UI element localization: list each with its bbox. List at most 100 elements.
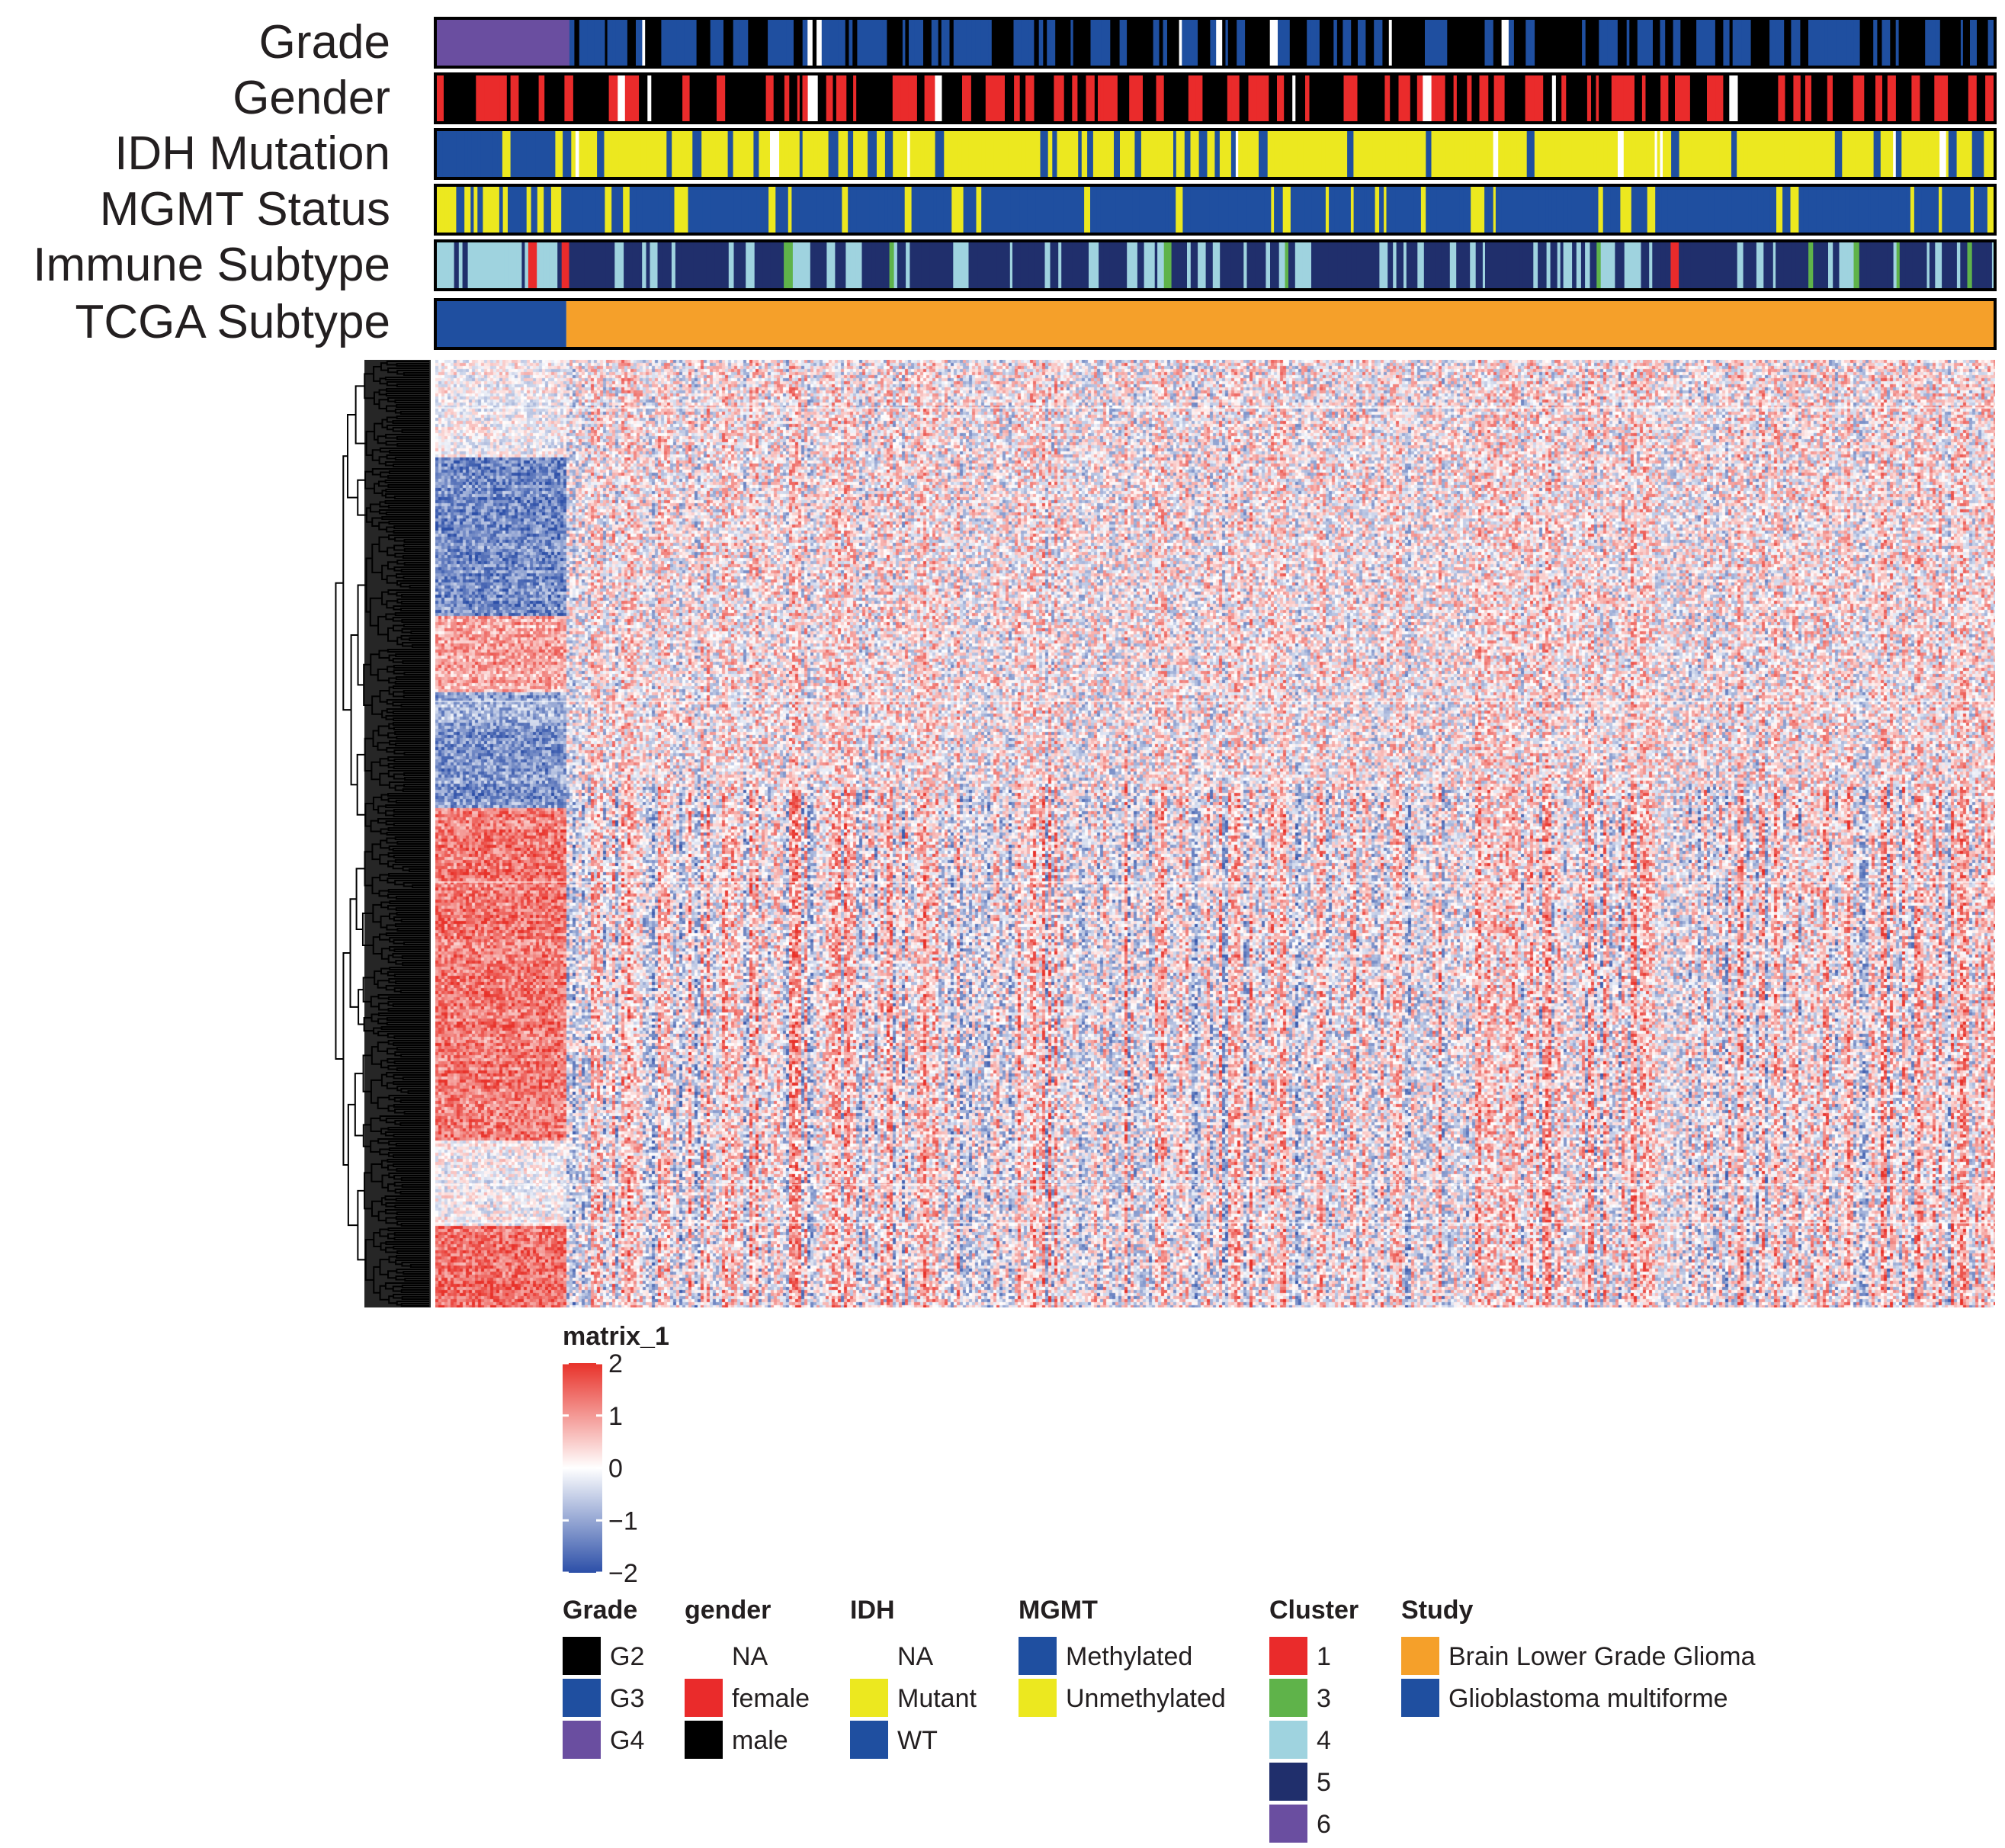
- track-cell: [1484, 185, 1489, 234]
- track-cell: [1364, 74, 1368, 123]
- track-cell: [1058, 241, 1062, 290]
- track-cell: [1205, 18, 1211, 67]
- track-cell: [931, 18, 939, 67]
- track-cell: [1960, 241, 1968, 290]
- track-cell: [1607, 18, 1612, 67]
- track-cell: [1025, 130, 1029, 178]
- track-cell: [924, 130, 931, 178]
- track-cell: [1939, 18, 1948, 67]
- track-cell: [685, 241, 695, 290]
- track-cell: [1144, 18, 1154, 67]
- track-cell: [799, 130, 804, 178]
- track-cell: [710, 18, 716, 67]
- track-cell: [1881, 18, 1891, 67]
- track-cell: [1519, 241, 1524, 290]
- track-cell: [1833, 185, 1839, 234]
- track-cell: [1134, 74, 1144, 123]
- track-cell: [1764, 74, 1775, 123]
- track-cell: [1679, 241, 1685, 290]
- track-cell: [674, 130, 682, 178]
- track-cell: [1278, 18, 1286, 67]
- track-cell: [666, 130, 672, 178]
- heatmap-canvas: [435, 360, 1995, 1307]
- track-cell: [985, 74, 994, 123]
- track-cell: [569, 241, 577, 290]
- track-cell: [887, 185, 893, 234]
- track-cell: [456, 18, 461, 67]
- track-cell: [1251, 18, 1259, 67]
- track-cell: [887, 18, 895, 67]
- track-cell: [1285, 241, 1289, 290]
- track-cell: [813, 74, 819, 123]
- track-cell: [1182, 74, 1189, 123]
- track-cell: [698, 130, 702, 178]
- track-cell: [1404, 185, 1411, 234]
- track-cell: [1157, 130, 1165, 178]
- track-cell: [1887, 241, 1894, 290]
- track-cell: [497, 130, 503, 178]
- track-cell: [1757, 185, 1765, 234]
- track-cell: [882, 18, 888, 67]
- track-cell: [1228, 185, 1239, 234]
- track-cell: [681, 130, 688, 178]
- track-cell: [1282, 130, 1286, 178]
- track-cell: [1237, 241, 1244, 290]
- track-cell: [778, 241, 784, 290]
- track-cell: [1298, 74, 1304, 123]
- track-cell: [1127, 241, 1131, 290]
- track-cell: [1351, 18, 1359, 67]
- track-cell: [1875, 74, 1883, 123]
- track-cell: [980, 18, 990, 67]
- track-cell: [605, 241, 611, 290]
- track-cell: [1543, 74, 1553, 123]
- track-cell: [1431, 130, 1435, 178]
- track-cell: [1571, 74, 1580, 123]
- track-cell: [1602, 185, 1606, 234]
- track-cell: [1034, 18, 1040, 67]
- track-cell: [857, 18, 864, 67]
- track-cell: [1353, 185, 1359, 234]
- track-cell: [1743, 241, 1751, 290]
- track-cell: [1163, 241, 1173, 290]
- track-cell: [1266, 241, 1271, 290]
- track-cell: [1501, 18, 1509, 67]
- track-cell: [605, 18, 608, 67]
- track-cell: [1865, 185, 1869, 234]
- track-cell: [835, 241, 841, 290]
- legend-label-male: male: [732, 1726, 788, 1755]
- track-cell: [1696, 185, 1701, 234]
- track-cell: [1828, 241, 1833, 290]
- track-cell: [594, 18, 602, 67]
- track-cell: [985, 130, 994, 178]
- track-cell: [835, 130, 839, 178]
- track-cell: [1425, 18, 1431, 67]
- track-cell: [526, 185, 532, 234]
- track-cell: [1063, 74, 1073, 123]
- track-cell: [1773, 74, 1779, 123]
- track-cell: [1021, 18, 1030, 67]
- track-cell: [727, 130, 734, 178]
- track-cell: [1966, 18, 1971, 67]
- track-cell: [1210, 18, 1217, 67]
- track-cell: [1416, 74, 1423, 123]
- track-cell: [816, 185, 821, 234]
- track-cell: [1641, 241, 1650, 290]
- legend-cluster: Cluster 1 3 4 5 6: [1269, 1596, 1359, 1843]
- track-cell: [1447, 18, 1453, 67]
- track-cell: [639, 74, 648, 123]
- track-cell: [1546, 241, 1551, 290]
- track-cell: [1160, 185, 1166, 234]
- track-cell: [1622, 18, 1628, 67]
- track-cell: [1509, 74, 1514, 123]
- track-cell: [1211, 74, 1221, 123]
- track-cell: [957, 18, 967, 67]
- track-cell: [1763, 241, 1767, 290]
- track-cell: [1644, 185, 1648, 234]
- track-cell: [632, 241, 640, 290]
- track-cell: [905, 18, 909, 67]
- track-cell: [1074, 241, 1082, 290]
- legend-mgmt: MGMT Methylated Unmethylated: [1019, 1596, 1226, 1717]
- track-cell: [1866, 74, 1876, 123]
- track-cell: [951, 185, 960, 234]
- legend-swatch-unmethylated: [1019, 1679, 1057, 1717]
